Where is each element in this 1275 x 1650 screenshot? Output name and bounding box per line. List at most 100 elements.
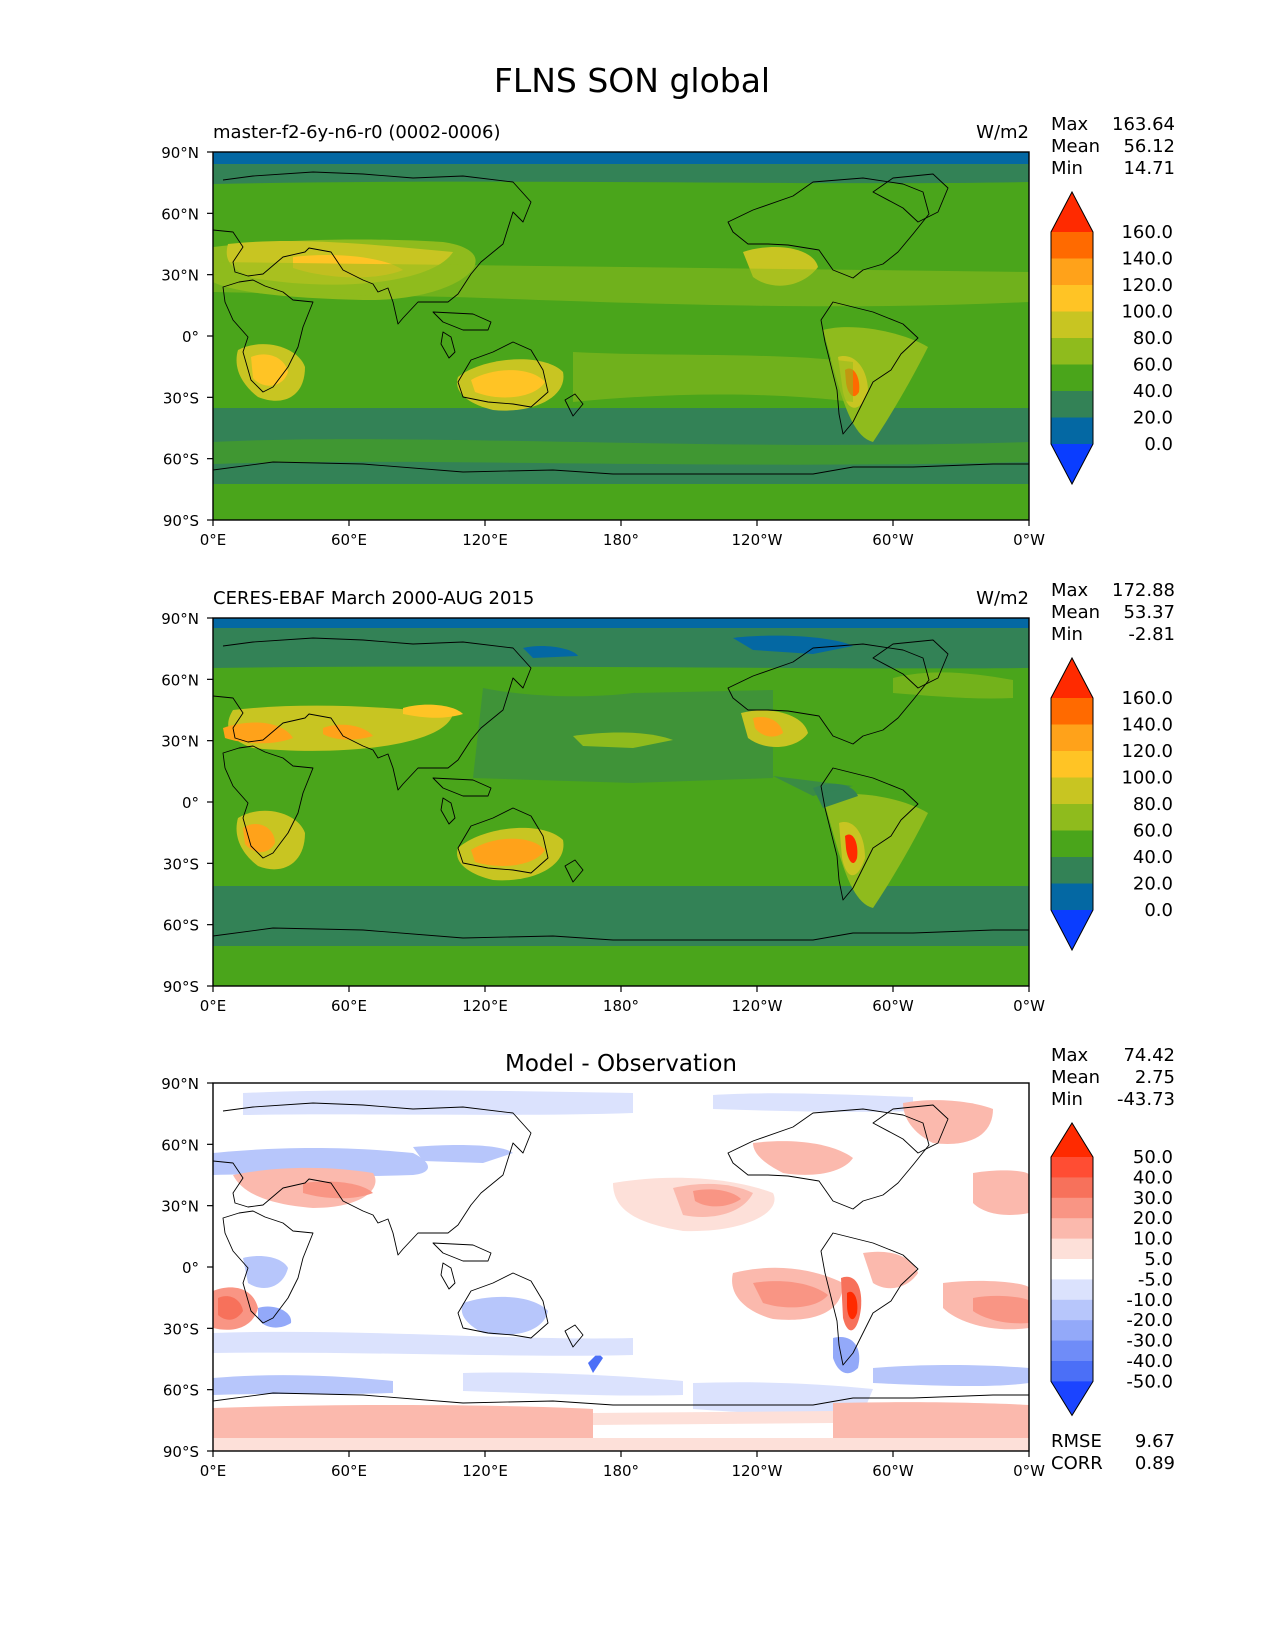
colorbar-label: 5.0 — [1144, 1249, 1173, 1270]
stat-value: -2.81 — [1128, 624, 1175, 645]
colorbar-label: 160.0 — [1121, 222, 1173, 243]
stat-value: -43.73 — [1117, 1089, 1175, 1110]
colorbar-label: -40.0 — [1126, 1351, 1173, 1372]
panel-model: master-f2-6y-n6-r0 (0002-0006) W/m2 — [161, 114, 1175, 549]
lon-tick-label: 0°E — [200, 1462, 227, 1480]
colorbar-band — [1051, 338, 1093, 365]
lon-tick-label: 60°E — [331, 531, 367, 549]
colorbar-outline — [1050, 190, 1094, 486]
colorbar-label: 30.0 — [1133, 1188, 1173, 1209]
colorbar-outline — [1050, 656, 1094, 952]
panel-model-units: W/m2 — [976, 122, 1029, 143]
colorbar-band — [1051, 1259, 1093, 1280]
lon-tick-label: 0°E — [200, 531, 227, 549]
colorbar-label: 120.0 — [1121, 741, 1173, 762]
colorbar-band — [1051, 232, 1093, 259]
colorbar-label: 100.0 — [1121, 768, 1173, 789]
panel-model-coastlines — [213, 171, 1029, 475]
lon-tick-label: 120°E — [462, 997, 508, 1015]
panel-obs-units: W/m2 — [976, 588, 1029, 609]
colorbar-band — [1051, 1218, 1093, 1240]
colorbar-band — [1051, 751, 1093, 778]
panel-obs-stats: Max 172.88 Mean 53.37 Min -2.81 — [1051, 580, 1175, 645]
lat-tick-label: 60°N — [161, 205, 199, 223]
colorbar-band — [1051, 1238, 1093, 1260]
colorbar-band — [1051, 1177, 1093, 1199]
panel-obs-map-field — [213, 618, 1029, 986]
panel-model-left-title: master-f2-6y-n6-r0 (0002-0006) — [213, 122, 500, 143]
panel-model-ticks: 90°N 60°N 30°N 0° 30°S 60°S 90°S0°E 60°E 120°E 18… — [161, 144, 1045, 549]
colorbar-band — [1051, 698, 1093, 725]
lon-tick-label: 0°W — [1013, 531, 1045, 549]
lat-tick-label: 0° — [182, 328, 199, 346]
figure-title: FLNS SON global — [494, 61, 770, 100]
colorbar-band — [1051, 724, 1093, 752]
lon-tick-label: 0°W — [1013, 997, 1045, 1015]
colorbar-extend-min — [1051, 1381, 1093, 1416]
lon-tick-label: 180° — [603, 1462, 639, 1480]
colorbar-band — [1051, 1157, 1093, 1178]
lat-tick-label: 30°N — [161, 1198, 199, 1216]
stat-value: 74.42 — [1123, 1045, 1175, 1066]
colorbar-band — [1051, 391, 1093, 418]
stat-value: 2.75 — [1135, 1067, 1175, 1088]
stat-value: 56.12 — [1123, 136, 1175, 157]
colorbar-outline — [1050, 1122, 1094, 1417]
colorbar-label: 80.0 — [1133, 328, 1173, 349]
colorbar-label: 100.0 — [1121, 302, 1173, 323]
colorbar-band — [1051, 777, 1093, 805]
colorbar-band — [1051, 1279, 1093, 1301]
colorbar-label: 140.0 — [1121, 249, 1173, 270]
lat-tick-label: 60°S — [163, 917, 199, 935]
lat-tick-label: 90°N — [161, 610, 199, 628]
panel-obs-coastlines — [213, 637, 1029, 941]
colorbar-label: 60.0 — [1133, 821, 1173, 842]
panel-diff-map-field — [213, 1083, 1029, 1451]
stat-label: Min — [1051, 1089, 1083, 1110]
lat-tick-label: 90°N — [161, 1075, 199, 1093]
stat-value: 172.88 — [1112, 580, 1175, 601]
colorbar-label: 140.0 — [1121, 715, 1173, 736]
panel-obs: CERES-EBAF March 2000-AUG 2015 W/m2 — [161, 580, 1175, 1015]
metric-value: 0.89 — [1135, 1453, 1175, 1474]
panel-model-map-field — [213, 152, 1029, 520]
colorbar-label: -5.0 — [1138, 1269, 1173, 1290]
lon-tick-label: 120°E — [462, 1462, 508, 1480]
stat-value: 53.37 — [1123, 602, 1175, 623]
stat-value: 163.64 — [1112, 114, 1175, 135]
colorbar-band — [1051, 1361, 1093, 1382]
colorbar-extend-max — [1051, 1123, 1093, 1157]
stat-label: Mean — [1051, 1067, 1100, 1088]
colorbar-label: 20.0 — [1133, 1208, 1173, 1229]
panel-diff: Model - Observation — [161, 1045, 1175, 1480]
lat-tick-label: 60°S — [163, 451, 199, 469]
colorbar-label: 160.0 — [1121, 688, 1173, 709]
colorbar-band — [1051, 258, 1093, 286]
panel-diff-metrics: RMSE 9.67 CORR 0.89 — [1051, 1431, 1175, 1474]
colorbar-band — [1051, 1197, 1093, 1219]
panel-model-colorbar: 160.0 140.0 120.0 100.0 80.0 60.0 40.0 20.0 0.0 — [1050, 190, 1173, 486]
lat-tick-label: 60°N — [161, 671, 199, 689]
lat-tick-label: 30°S — [163, 1320, 199, 1338]
stat-value: 14.71 — [1123, 158, 1175, 179]
lon-tick-label: 180° — [603, 531, 639, 549]
colorbar-label: 10.0 — [1133, 1229, 1173, 1250]
colorbar-label: 0.0 — [1144, 900, 1173, 921]
panel-obs-ticks: 90°N 60°N 30°N 0° 30°S 60°S 90°S0°E 60°E 120°E 18… — [161, 610, 1045, 1015]
colorbar-label: 40.0 — [1133, 847, 1173, 868]
panel-diff-ticks: 90°N 60°N 30°N 0° 30°S 60°S 90°S0°E 60°E 120°E 18… — [161, 1075, 1045, 1480]
colorbar-extend-min — [1051, 444, 1093, 484]
panel-diff-coastlines — [213, 1102, 1029, 1406]
lat-tick-label: 90°S — [163, 1443, 199, 1461]
colorbar-label: 0.0 — [1144, 434, 1173, 455]
colorbar-band — [1051, 857, 1093, 884]
stat-label: Mean — [1051, 602, 1100, 623]
colorbar-label: 40.0 — [1133, 381, 1173, 402]
colorbar-band — [1051, 311, 1093, 339]
metric-value: 9.67 — [1135, 1431, 1175, 1452]
lat-tick-label: 30°S — [163, 855, 199, 873]
colorbar-extend-min — [1051, 910, 1093, 950]
colorbar-band — [1051, 285, 1093, 312]
lon-tick-label: 60°W — [872, 531, 914, 549]
